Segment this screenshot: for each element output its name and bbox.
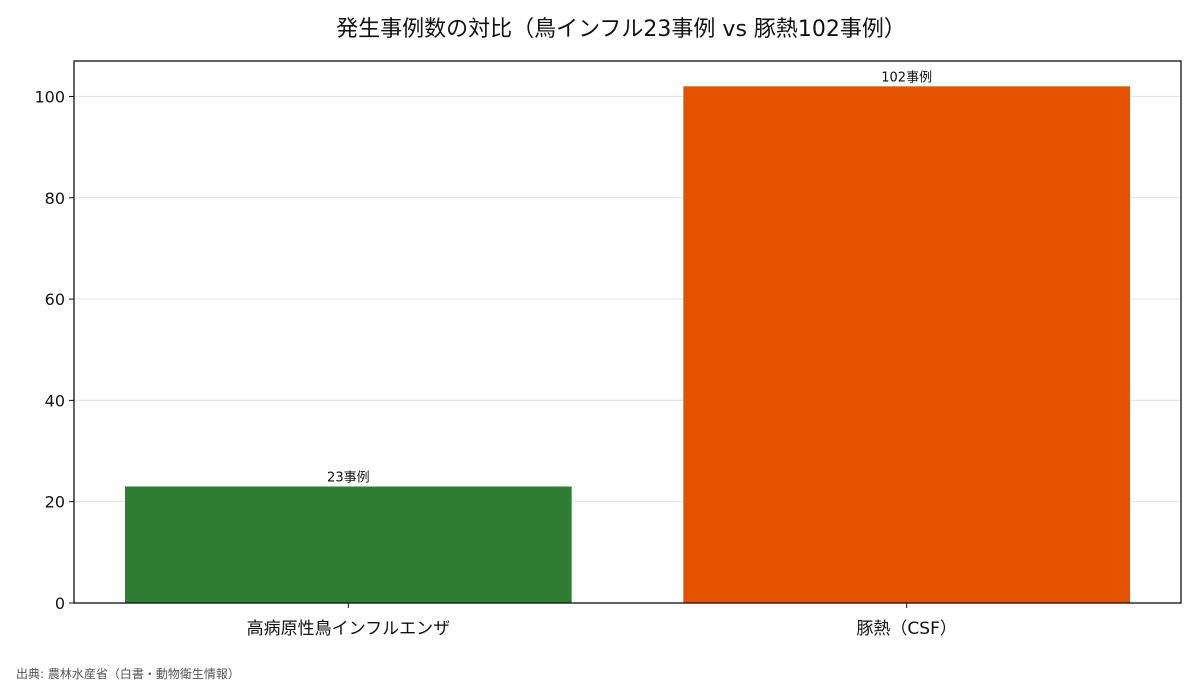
x-tick-label: 豚熱（CSF） (856, 619, 956, 639)
y-tick-label: 20 (45, 493, 65, 512)
bar-data-label: 23事例 (327, 470, 370, 485)
x-axis: 高病原性鳥インフルエンザ 豚熱（CSF） (247, 603, 957, 639)
source-note: 出典: 農林水産省（白書・動物衛生情報） (16, 666, 240, 681)
y-tick-label: 80 (45, 189, 65, 208)
bar-data-label: 102事例 (881, 70, 932, 85)
y-tick-label: 60 (45, 290, 65, 309)
y-tick-label: 40 (45, 391, 65, 410)
bars (125, 86, 1130, 604)
bar (683, 86, 1130, 604)
x-tick-label: 高病原性鳥インフルエンザ (247, 619, 451, 639)
plot-frame (73, 60, 1182, 604)
chart-title: 発生事例数の対比（鳥インフル23事例 vs 豚熱102事例） (336, 17, 906, 42)
y-axis: 0 20 40 60 80 100 (34, 87, 74, 613)
y-tick-label: 0 (55, 594, 65, 613)
data-labels: 23事例 102事例 (327, 70, 932, 485)
bar (125, 486, 572, 603)
y-tick-label: 100 (34, 87, 65, 106)
